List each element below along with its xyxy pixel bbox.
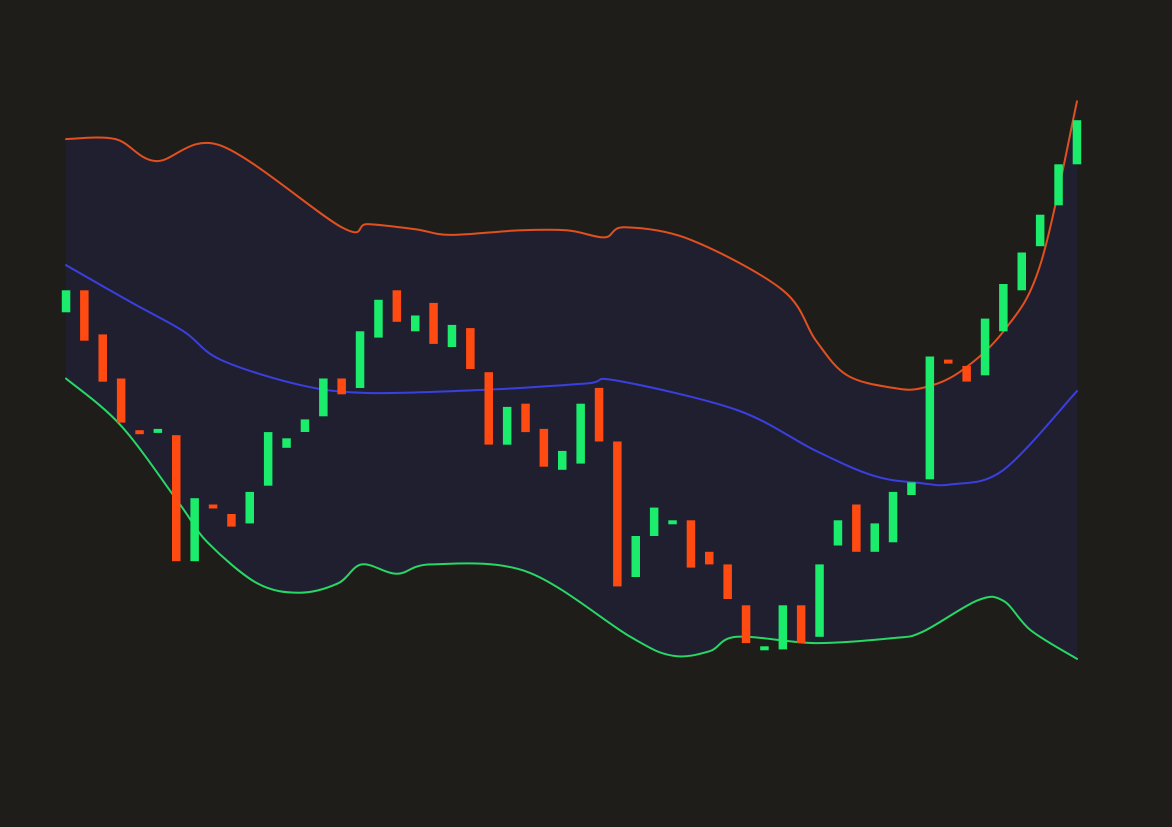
candle-down	[208, 504, 218, 509]
candle-down	[227, 514, 236, 527]
candle-down	[723, 564, 732, 599]
candle-up	[778, 605, 788, 650]
candle-down	[98, 334, 107, 382]
candle-up	[631, 536, 640, 577]
candle-up	[999, 284, 1008, 332]
candle-down	[172, 435, 181, 562]
candle-up	[888, 491, 898, 543]
candle-up	[447, 324, 457, 347]
candle-down	[337, 378, 346, 395]
candle-down	[594, 387, 604, 442]
candle-up	[153, 428, 163, 433]
candle-up	[282, 438, 291, 448]
candle-up	[374, 299, 383, 338]
candles-layer	[61, 120, 1082, 651]
candle-down	[392, 290, 402, 322]
band-fill-layer	[66, 101, 1077, 659]
candle-up	[1035, 214, 1045, 247]
candle-up	[355, 331, 365, 388]
candle-up	[833, 520, 843, 546]
candle-down	[686, 520, 696, 568]
middle-band-line	[65, 264, 1078, 487]
candle-up	[411, 315, 420, 332]
candle-up	[925, 356, 935, 480]
candle-down	[741, 605, 751, 644]
candle-up	[649, 507, 659, 536]
candle-down	[962, 365, 971, 382]
candle-down	[705, 551, 714, 565]
candle-up	[558, 450, 567, 470]
candle-up	[1017, 252, 1026, 291]
candle-up	[576, 403, 585, 464]
upper-band-line	[65, 100, 1078, 391]
candle-up	[300, 419, 310, 432]
candle-down	[466, 328, 475, 369]
candle-down	[944, 359, 953, 364]
candle-up	[1072, 120, 1082, 165]
candle-down	[613, 441, 622, 587]
candle-up	[263, 432, 273, 486]
candle-up	[319, 378, 328, 417]
candle-up	[502, 406, 512, 445]
candle-up	[815, 564, 824, 637]
candle-down	[429, 302, 438, 344]
candle-up	[907, 482, 916, 495]
candle-down	[521, 403, 530, 433]
candle-down	[80, 290, 89, 341]
candle-down	[796, 605, 806, 644]
candle-down	[852, 504, 861, 552]
candle-down	[116, 378, 126, 423]
candle-up	[980, 318, 990, 376]
band-fill-area	[66, 101, 1077, 659]
candle-up	[870, 523, 879, 552]
candle-down	[135, 430, 144, 435]
candle-down	[484, 372, 493, 445]
candle-up	[190, 498, 199, 562]
candle-up	[61, 290, 71, 313]
band-lines-layer	[65, 100, 1078, 660]
lower-band-line	[65, 377, 1078, 660]
candle-down	[539, 428, 549, 467]
candle-up	[760, 646, 769, 651]
candle-up	[245, 491, 254, 524]
candle-up	[668, 520, 677, 525]
candle-up	[1054, 164, 1063, 206]
